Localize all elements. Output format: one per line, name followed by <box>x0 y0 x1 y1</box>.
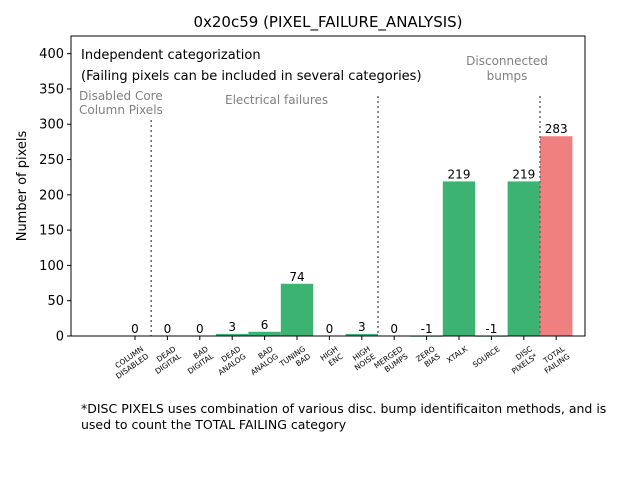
annotation-independent: Independent categorization <box>81 48 261 63</box>
data-label: -1 <box>485 322 497 336</box>
x-tick-label: DISCPIXELS* <box>505 344 540 376</box>
y-tick-label: 0 <box>56 330 64 345</box>
chart-title: 0x20c59 (PIXEL_FAILURE_ANALYSIS) <box>193 13 462 32</box>
bar <box>442 181 476 336</box>
data-label: -1 <box>421 322 433 336</box>
y-tick-label: 400 <box>39 47 64 62</box>
annotation-column-pixels: Column Pixels <box>79 103 163 117</box>
x-tick-label: XTALK <box>445 344 470 365</box>
data-label: 3 <box>228 320 236 334</box>
x-tick-label: HIGHNOISE <box>348 344 378 372</box>
x-tick-label: DEADANALOG <box>211 344 247 377</box>
data-label: 0 <box>164 322 172 336</box>
bar <box>248 331 281 336</box>
x-tick-label: COLUMNDISABLED <box>109 344 151 381</box>
data-label: 74 <box>289 270 304 284</box>
y-tick-label: 250 <box>39 153 64 168</box>
x-tick-label: ZEROBIAS <box>414 344 442 371</box>
y-tick-label: 150 <box>39 224 64 239</box>
x-tick-label: MERGEDBUMPS <box>372 344 409 378</box>
annotation-failing-note: (Failing pixels can be included in sever… <box>81 69 422 84</box>
x-tick-label: BADANALOG <box>244 344 280 377</box>
y-tick-label: 350 <box>39 82 64 97</box>
x-tick-label: TOTALFAILING <box>538 344 573 376</box>
annotation-disabled-core: Disabled Core <box>79 89 163 103</box>
bar <box>540 136 573 336</box>
data-label: 0 <box>390 322 398 336</box>
x-tick-label: SOURCE <box>471 344 502 369</box>
data-label: 0 <box>196 322 204 336</box>
annotation-bumps: bumps <box>487 69 528 83</box>
y-tick-label: 300 <box>39 118 64 133</box>
y-tick-label: 50 <box>47 294 64 309</box>
data-label: 0 <box>131 322 139 336</box>
bar <box>345 333 378 336</box>
data-label: 283 <box>545 122 568 136</box>
y-axis-label: Number of pixels <box>15 130 30 241</box>
y-tick-label: 100 <box>39 259 64 274</box>
x-tick-label: DEADDIGITAL <box>148 344 183 376</box>
x-tick-label: BADDIGITAL <box>181 344 216 376</box>
annotation-electrical: Electrical failures <box>225 93 328 107</box>
y-tick-label: 200 <box>39 188 64 203</box>
bar <box>216 333 249 336</box>
data-label: 0 <box>326 322 334 336</box>
bar <box>507 181 540 336</box>
annotation-disconnected: Disconnected <box>466 54 548 68</box>
plot-frame <box>70 35 586 337</box>
data-label: 219 <box>512 167 535 181</box>
x-tick-label: HIGHENC <box>319 344 345 370</box>
footnote: *DISC PIXELS uses combination of various… <box>81 401 607 432</box>
bar <box>280 283 314 336</box>
x-tick-label: TUNINGBAD <box>277 344 312 376</box>
data-label: 6 <box>261 318 269 332</box>
data-label: 219 <box>448 167 471 181</box>
data-label: 3 <box>358 320 366 334</box>
